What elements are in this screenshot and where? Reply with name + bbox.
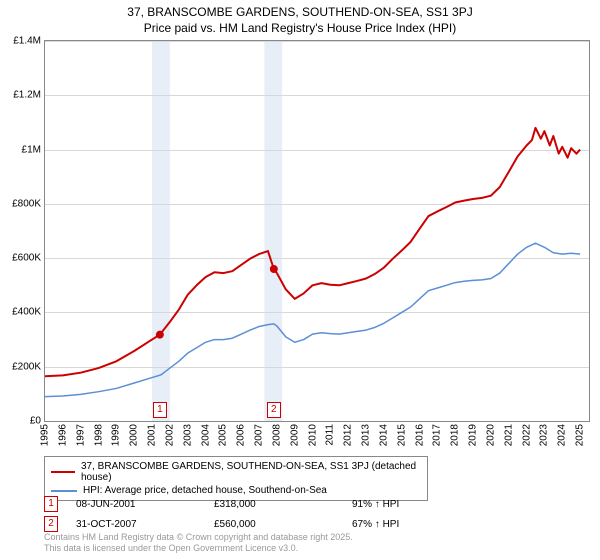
x-axis-label: 2006 (236, 424, 247, 446)
y-axis-label: £1.4M (13, 36, 41, 47)
sale-price: £318,000 (214, 499, 334, 510)
footer-line-2: This data is licensed under the Open Gov… (44, 543, 353, 554)
sale-price: £560,000 (214, 519, 334, 530)
x-axis-label: 2020 (485, 424, 496, 446)
y-axis-label: £600K (12, 253, 41, 264)
sale-marker: 1 (44, 496, 58, 512)
x-axis-label: 2009 (289, 424, 300, 446)
x-axis-label: 2013 (361, 424, 372, 446)
x-axis-label: 2008 (271, 424, 282, 446)
series-hpi (45, 243, 580, 396)
sale-date: 08-JUN-2001 (76, 499, 196, 510)
sale-table: 1 08-JUN-2001 £318,000 91% ↑ HPI 2 31-OCT-200… (44, 494, 584, 534)
x-axis-label: 1998 (93, 424, 104, 446)
sale-dot (156, 331, 164, 339)
x-axis-label: 1997 (75, 424, 86, 446)
x-axis-label: 2023 (539, 424, 550, 446)
legend-swatch-property (51, 471, 75, 473)
footer-line-1: Contains HM Land Registry data © Crown c… (44, 532, 353, 543)
x-axis-label: 2022 (521, 424, 532, 446)
series-property (45, 128, 580, 376)
chart-title: 37, BRANSCOMBE GARDENS, SOUTHEND-ON-SEA,… (0, 0, 600, 36)
x-axis-label: 2021 (503, 424, 514, 446)
y-axis-label: £1.2M (13, 90, 41, 101)
x-axis-label: 1995 (40, 424, 51, 446)
x-axis-label: 2001 (147, 424, 158, 446)
y-axis-label: £400K (12, 307, 41, 318)
x-axis-label: 1996 (57, 424, 68, 446)
title-line-2: Price paid vs. HM Land Registry's House … (0, 20, 600, 36)
sale-marker: 2 (267, 402, 281, 418)
x-axis-label: 2002 (164, 424, 175, 446)
x-axis-label: 2004 (200, 424, 211, 446)
sale-row: 1 08-JUN-2001 £318,000 91% ↑ HPI (44, 494, 584, 514)
x-axis-label: 2018 (450, 424, 461, 446)
sale-dot (270, 265, 278, 273)
series-lines (45, 41, 589, 421)
x-axis-label: 2019 (468, 424, 479, 446)
x-axis-label: 2017 (432, 424, 443, 446)
x-axis-label: 1999 (111, 424, 122, 446)
sale-row: 2 31-OCT-2007 £560,000 67% ↑ HPI (44, 514, 584, 534)
x-axis-label: 2014 (378, 424, 389, 446)
x-axis-label: 2010 (307, 424, 318, 446)
x-axis-label: 2003 (182, 424, 193, 446)
legend-label-property: 37, BRANSCOMBE GARDENS, SOUTHEND-ON-SEA,… (81, 461, 421, 483)
x-axis-label: 2007 (254, 424, 265, 446)
x-axis-label: 2024 (557, 424, 568, 446)
x-axis-label: 2012 (343, 424, 354, 446)
sale-marker: 1 (153, 402, 167, 418)
legend-row-property: 37, BRANSCOMBE GARDENS, SOUTHEND-ON-SEA,… (51, 460, 421, 484)
x-axis-label: 2011 (325, 424, 336, 446)
sale-vs-hpi: 91% ↑ HPI (352, 499, 472, 510)
y-axis-label: £200K (12, 361, 41, 372)
sale-marker: 2 (44, 516, 58, 532)
x-axis-label: 2000 (129, 424, 140, 446)
sale-date: 31-OCT-2007 (76, 519, 196, 530)
title-line-1: 37, BRANSCOMBE GARDENS, SOUTHEND-ON-SEA,… (0, 4, 600, 20)
y-axis-label: £1M (22, 144, 41, 155)
legend-swatch-hpi (51, 490, 77, 492)
x-axis-label: 2025 (575, 424, 586, 446)
sale-vs-hpi: 67% ↑ HPI (352, 519, 472, 530)
y-axis-label: £800K (12, 198, 41, 209)
x-axis-label: 2015 (396, 424, 407, 446)
plot-area: 12 £0£200K£400K£600K£800K£1M£1.2M£1.4M 1… (44, 40, 590, 422)
x-axis-label: 2005 (218, 424, 229, 446)
x-axis-label: 2016 (414, 424, 425, 446)
footer: Contains HM Land Registry data © Crown c… (44, 532, 353, 555)
